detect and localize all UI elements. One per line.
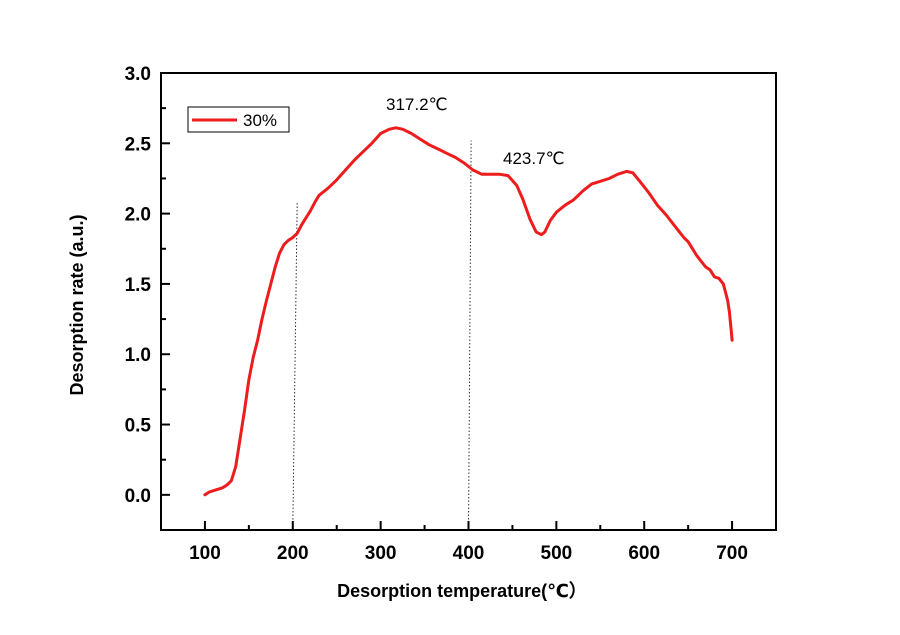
x-tick-label: 200 — [277, 543, 309, 564]
legend: 30% — [187, 106, 290, 133]
x-tick-label: 300 — [365, 543, 397, 564]
x-tick-label: 400 — [453, 543, 485, 564]
reference-lines — [292, 140, 472, 531]
reference-line — [468, 140, 472, 531]
y-axis-title: Desorption rate (a.u.) — [67, 214, 87, 395]
annotation-peak-2: 423.7℃ — [503, 149, 565, 168]
x-tick-label: 500 — [541, 543, 573, 564]
series-line — [203, 126, 734, 497]
x-tick-label: 100 — [189, 543, 221, 564]
y-tick-label: 2.5 — [125, 134, 152, 155]
reference-line — [292, 202, 298, 531]
y-tick-label: 3.0 — [125, 64, 151, 85]
y-tick-label: 1.5 — [125, 275, 152, 296]
y-tick-label: 0.5 — [125, 416, 152, 437]
x-tick-label: 600 — [628, 543, 660, 564]
annotation-peak-1: 317.2℃ — [386, 95, 448, 114]
y-tick-label: 2.0 — [125, 205, 151, 226]
plot-frame — [160, 72, 777, 531]
legend-label: 30% — [243, 111, 277, 130]
y-tick-label: 1.0 — [125, 345, 151, 366]
axis-ticks — [161, 72, 734, 530]
y-tick-label: 0.0 — [125, 486, 151, 507]
x-axis-title: Desorption temperature(℃） — [337, 581, 587, 601]
tick-labels: 100 200 300 400 500 600 700 0.0 0.5 1.0 1.5 2.0 2.5 3… — [125, 64, 748, 564]
x-tick-label: 700 — [716, 543, 748, 564]
series-layer — [203, 126, 734, 497]
